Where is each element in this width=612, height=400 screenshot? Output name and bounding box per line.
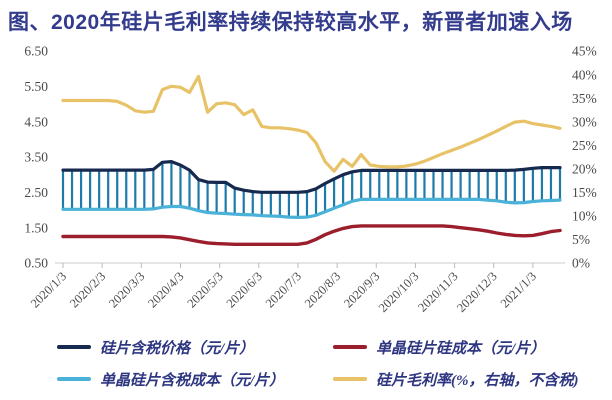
series-cost-incl-tax-line xyxy=(61,197,562,219)
y-tick-label-right: 45% xyxy=(572,44,597,59)
y-tick-label-left: 2.50 xyxy=(24,185,48,200)
legend-label-silicon-cost: 单晶硅片硅成本（元/片） xyxy=(376,340,546,357)
x-axis: 2020/1/32020/2/32020/3/32020/4/32020/5/3… xyxy=(28,262,565,315)
y-tick-label-right: 40% xyxy=(572,67,597,82)
y-axis-right: 45% 40% 35% 30% 25% 20% 15% 10% 5% 0% xyxy=(572,44,597,271)
legend-item-gross-margin: 硅片毛利率(%，右轴，不含税) xyxy=(333,368,597,390)
legend-label-cost-incl-tax: 单晶硅片含税成本（元/片） xyxy=(100,372,285,389)
series-gross-margin-line xyxy=(61,74,562,173)
y-tick-label-left: 4.50 xyxy=(24,114,48,129)
legend-marker-silicon-cost xyxy=(333,345,367,349)
y-tick-label-right: 15% xyxy=(572,185,597,200)
x-tick-label: 2020/11/3 xyxy=(415,269,460,314)
legend-marker-gross-margin xyxy=(333,377,367,381)
legend-marker-cost-incl-tax xyxy=(57,377,91,381)
legend-item-cost-incl-tax: 单晶硅片含税成本（元/片） xyxy=(57,368,333,390)
legend-label-gross-margin: 硅片毛利率(%，右轴，不含税) xyxy=(376,372,579,389)
x-tick-label: 2020/12/3 xyxy=(454,269,500,315)
x-tick-label: 2020/10/3 xyxy=(376,269,422,315)
y-tick-label-right: 35% xyxy=(572,91,597,106)
y-tick-label-left: 0.50 xyxy=(24,256,48,271)
x-tick-label: 2020/1/3 xyxy=(28,269,69,310)
y-tick-label-right: 0% xyxy=(572,256,590,271)
price-cost-band-hatch xyxy=(61,161,562,218)
x-tick-label: 2020/7/3 xyxy=(263,269,304,310)
y-tick-label-left: 6.50 xyxy=(24,44,48,59)
legend-item-silicon-cost: 单晶硅片硅成本（元/片） xyxy=(333,336,597,358)
x-tick-label: 2020/4/3 xyxy=(145,269,186,310)
legend-marker-wafer-price xyxy=(57,345,91,349)
legend-label-wafer-price: 硅片含税价格（元/片） xyxy=(100,340,255,357)
x-tick-label: 2020/5/3 xyxy=(184,269,225,310)
y-tick-label-right: 5% xyxy=(572,232,590,247)
legend-item-wafer-price: 硅片含税价格（元/片） xyxy=(57,336,333,358)
y-tick-label-right: 20% xyxy=(572,162,597,177)
y-tick-label-left: 5.50 xyxy=(24,79,48,94)
y-tick-label-left: 1.50 xyxy=(24,220,48,235)
y-axis-left: 6.50 5.50 4.50 3.50 2.50 1.50 0.50 xyxy=(24,44,48,271)
x-tick-label: 2021/1/3 xyxy=(498,269,539,310)
chart-title: 图、2020年硅片毛利率持续保持较高水平，新晋者加速入场 xyxy=(8,11,573,34)
y-tick-label-left: 3.50 xyxy=(24,150,48,165)
y-tick-label-right: 30% xyxy=(572,114,597,129)
x-tick-label: 2020/6/3 xyxy=(224,269,265,310)
chart-canvas: 2020/1/32020/2/32020/3/32020/4/32020/5/3… xyxy=(24,44,597,315)
series-wafer-price-line xyxy=(61,160,562,194)
y-tick-label-right: 25% xyxy=(572,138,597,153)
chart-legend: 硅片含税价格（元/片） 单晶硅片硅成本（元/片） 单晶硅片含税成本（元/片） 硅… xyxy=(57,336,597,390)
x-tick-label: 2020/8/3 xyxy=(302,269,343,310)
series-silicon-cost-line xyxy=(61,224,562,247)
x-tick-label: 2020/3/3 xyxy=(106,269,147,310)
y-tick-label-right: 10% xyxy=(572,209,597,224)
x-tick-label: 2020/2/3 xyxy=(67,269,108,310)
